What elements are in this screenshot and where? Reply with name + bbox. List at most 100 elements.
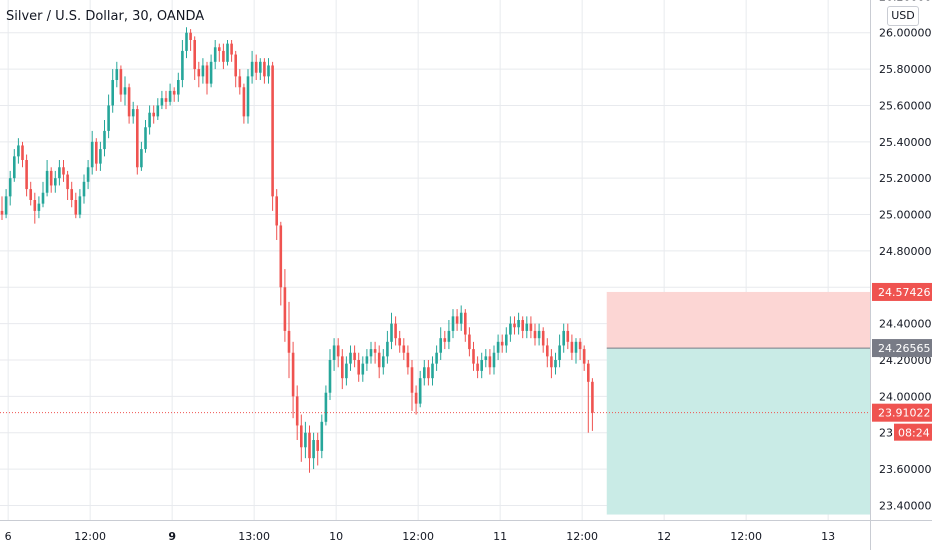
candle-body (500, 341, 504, 346)
candle-body (37, 203, 41, 211)
price-tick-label: 23.60000 (879, 463, 932, 476)
candle-body (517, 320, 520, 328)
take-profit-zone (606, 348, 870, 515)
candle-body (160, 98, 164, 106)
candle-body (353, 352, 356, 360)
candle-body (287, 330, 291, 353)
candle-body (291, 352, 295, 397)
candle-body (377, 352, 381, 368)
stop-price-label: 24.57426 (878, 286, 931, 299)
candle-body (324, 392, 328, 422)
candle-body (369, 349, 373, 357)
candle-body (185, 32, 188, 51)
current-price-label: 23.91022 (878, 407, 931, 420)
candle-body (0, 210, 4, 215)
time-tick-label: 9 (168, 530, 176, 543)
time-tick-label: 10 (329, 530, 343, 543)
time-tick-label: 12 (657, 530, 671, 543)
candle-body (574, 341, 578, 353)
candle-body (4, 196, 8, 215)
candle-body (111, 80, 114, 106)
candle-body (90, 141, 94, 168)
candle-body (254, 61, 258, 73)
candles (0, 27, 594, 473)
candle-body (357, 360, 360, 375)
candle-body (406, 352, 410, 368)
price-tick-label: 25.80000 (879, 63, 932, 76)
candle-body (427, 367, 430, 379)
candle-body (144, 127, 147, 150)
candle-body (488, 356, 492, 368)
candle-body (107, 105, 110, 131)
candle-body (492, 352, 496, 368)
candle-body (414, 392, 418, 404)
candle-body (402, 345, 406, 353)
candle-body (164, 98, 168, 102)
price-tick-label: 26.00000 (879, 27, 932, 40)
candle-body (95, 141, 98, 164)
candle-body (464, 312, 467, 335)
candle-body (513, 323, 516, 328)
candle-body (410, 367, 414, 393)
candle-body (566, 330, 570, 342)
candle-body (33, 200, 37, 211)
candle-body (78, 196, 82, 215)
candle-body (562, 330, 565, 346)
candle-body (271, 65, 274, 197)
candle-body (193, 40, 196, 70)
candle-body (103, 130, 106, 150)
time-tick-label: 12:00 (74, 530, 106, 543)
candle-body (82, 181, 86, 197)
candle-body (246, 76, 250, 117)
candle-body (418, 378, 422, 404)
candle-body (341, 356, 344, 379)
candle-body (550, 356, 553, 368)
position-zones (606, 291, 870, 515)
candle-body (525, 323, 529, 331)
candle-body (459, 312, 463, 324)
candle-body (13, 156, 16, 179)
candle-body (578, 341, 582, 350)
candle-body (435, 352, 438, 364)
candle-body (529, 323, 533, 331)
time-tick-label: 12:00 (730, 530, 762, 543)
candle-body (320, 421, 324, 451)
candle-body (365, 356, 369, 364)
candle-body (300, 425, 303, 448)
axis-labels: 26.00000 25.80000 25.60000 25.40000 25.20000… (5, 0, 932, 543)
candle-body (45, 170, 49, 193)
candle-body (267, 65, 270, 77)
candle-body (62, 167, 65, 175)
candle-body (197, 69, 201, 77)
candle-body (439, 338, 442, 353)
price-tick-label: 25.00000 (879, 209, 932, 222)
candle-body (423, 367, 426, 379)
stop-price-label-bg (872, 282, 932, 301)
time-tick-label: 13:00 (238, 530, 270, 543)
stop-loss-zone (606, 291, 870, 349)
candle-body (74, 200, 78, 215)
price-tick-label: 25.20000 (879, 172, 932, 185)
candle-body (398, 338, 401, 346)
candle-body (345, 363, 348, 379)
candle-body (189, 32, 192, 40)
candle-body (259, 61, 262, 73)
candle-body (295, 396, 299, 426)
candle-body (115, 69, 119, 80)
candle-body (234, 54, 237, 77)
candle-body (49, 170, 53, 186)
countdown-label: 08:24 (898, 427, 930, 440)
currency-badge[interactable]: USD (887, 6, 919, 26)
candle-body (275, 196, 278, 226)
candle-body (349, 352, 352, 364)
entry-price-label: 24.26565 (878, 342, 931, 355)
candle-body (505, 334, 508, 346)
candle-body (58, 167, 61, 179)
candle-body (283, 287, 287, 331)
candle-body (131, 109, 135, 117)
candle-body (521, 320, 524, 331)
candle-body (54, 178, 57, 186)
